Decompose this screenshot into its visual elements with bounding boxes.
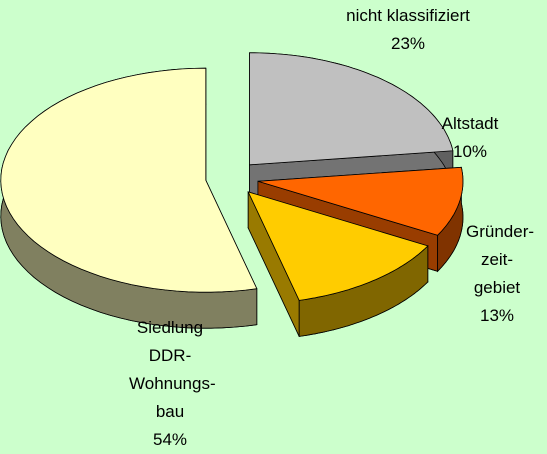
value-label: 13% <box>479 306 515 325</box>
slice-label: Gründer-zeit-gebiet 13% <box>457 218 537 330</box>
slice-label: Siedlung DDR-Wohnungs-bau 54% <box>120 314 220 454</box>
slice-label: Altstadt 10% <box>430 110 510 166</box>
slice-top <box>247 191 429 301</box>
slice-top <box>0 67 258 293</box>
value-label: 10% <box>452 142 488 161</box>
category-label: Gründer-zeit-gebiet <box>466 222 535 297</box>
slice <box>0 67 258 329</box>
slice-top <box>249 52 454 166</box>
category-label: nicht klassifiziert <box>346 6 470 25</box>
slice-label: nicht klassifiziert 23% <box>343 2 473 58</box>
category-label: Altstadt <box>441 114 499 133</box>
category-label: Siedlung DDR-Wohnungs-bau <box>129 318 216 421</box>
slice-top <box>257 166 464 236</box>
value-label: 54% <box>152 430 188 449</box>
value-label: 23% <box>390 34 426 53</box>
slice <box>247 191 429 337</box>
